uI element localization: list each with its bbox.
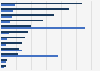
Bar xyxy=(1,67,4,68)
Bar xyxy=(1,31,28,33)
Bar xyxy=(1,20,43,21)
Bar xyxy=(1,53,18,55)
Bar xyxy=(1,14,54,16)
Bar xyxy=(1,33,8,35)
Bar xyxy=(1,27,85,29)
Bar xyxy=(1,50,22,51)
Bar xyxy=(1,65,6,67)
Bar xyxy=(1,59,7,61)
Bar xyxy=(1,3,82,4)
Bar xyxy=(1,10,13,12)
Bar xyxy=(1,55,58,57)
Bar xyxy=(1,36,25,38)
Bar xyxy=(1,61,6,63)
Bar xyxy=(1,4,15,6)
Bar xyxy=(1,21,10,23)
Bar xyxy=(1,38,7,40)
Bar xyxy=(1,44,6,46)
Bar xyxy=(1,42,22,44)
Bar xyxy=(1,8,69,10)
Bar xyxy=(1,48,19,50)
Bar xyxy=(1,25,31,27)
Bar xyxy=(1,16,12,18)
